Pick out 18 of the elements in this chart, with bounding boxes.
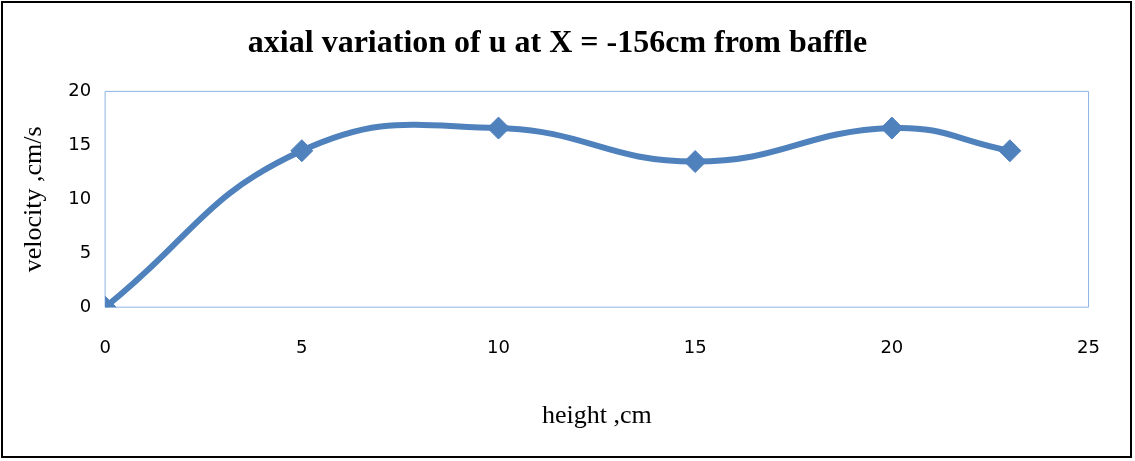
point — [486, 116, 510, 140]
x-tick-label: 0 — [99, 335, 111, 357]
point — [998, 139, 1022, 163]
x-tick-label: 5 — [296, 335, 308, 357]
point — [683, 150, 707, 174]
x-tick-label: 15 — [683, 335, 707, 357]
point — [290, 139, 314, 163]
x-tick-label: 25 — [1077, 335, 1100, 357]
x-tick-label: 20 — [880, 335, 904, 357]
chart-title: axial variation of u at X = -156cm from baffle — [247, 23, 868, 60]
y-tick-label: 15 — [68, 133, 92, 155]
x-tick-label: 10 — [487, 335, 510, 357]
y-tick-label: 20 — [68, 79, 92, 101]
y-axis-title: velocity ,cm/s — [18, 126, 48, 273]
y-tick-label: 5 — [79, 240, 92, 262]
y-tick-label: 10 — [68, 186, 92, 208]
y-tick-label: 0 — [79, 294, 92, 316]
x-axis-title: height ,cm — [541, 400, 652, 430]
